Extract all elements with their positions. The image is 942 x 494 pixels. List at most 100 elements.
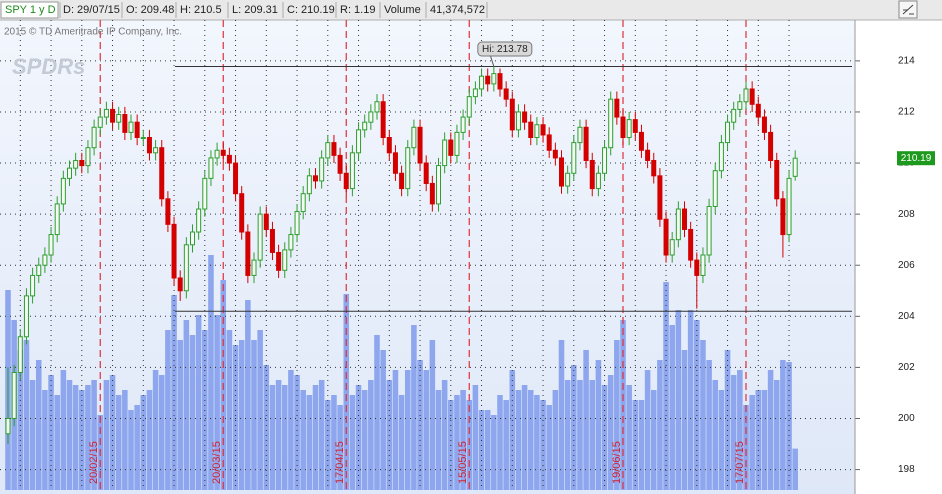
volume-bar [109, 375, 116, 490]
volume-bar [331, 395, 337, 490]
last-price-label: 210.19 [901, 153, 932, 164]
volume-bar [737, 370, 743, 490]
candle-body [712, 170, 718, 207]
volume-bar [564, 380, 571, 490]
candle-body [208, 157, 214, 179]
symbol: SPY 1 y D [5, 4, 56, 16]
volume-bar [42, 390, 48, 490]
candle-body [288, 234, 294, 251]
candle-body [595, 172, 601, 190]
volume-bar [392, 370, 399, 490]
volume-bar [368, 380, 374, 490]
candle-body [374, 101, 380, 113]
volume-bar [337, 405, 343, 490]
header-volume: 41,374,572 [430, 4, 485, 16]
header-high: H: 210.5 [180, 4, 222, 16]
volume-bar [527, 390, 534, 490]
candle-body [675, 208, 681, 241]
candle-body [67, 167, 72, 179]
volume-bar [171, 295, 177, 490]
candle-body [583, 126, 589, 161]
candle-body [392, 152, 398, 174]
volume-bar [294, 375, 300, 490]
candle-body [479, 75, 485, 90]
volume-bar [398, 395, 405, 490]
volume-bar [773, 380, 780, 490]
candle-body [731, 108, 737, 123]
volume-bar [657, 360, 663, 490]
candle-body [737, 101, 743, 110]
candle-body [669, 239, 675, 256]
candle-body [91, 126, 97, 149]
x-tick-label: 17/07/15 [734, 441, 746, 484]
high-label-box [477, 41, 533, 57]
volume-bar [60, 370, 67, 490]
candle-body [214, 149, 220, 159]
candle-body [233, 162, 239, 195]
header-bar [0, 0, 942, 20]
candle-body [54, 203, 60, 236]
candle-body [122, 114, 128, 133]
candle-body [552, 149, 558, 159]
candle-body [546, 134, 552, 151]
volume-bar [72, 385, 79, 490]
candle-body [682, 208, 687, 230]
volume-bar [146, 390, 153, 490]
candle-body [177, 277, 183, 292]
volume-bar [700, 340, 706, 490]
candle-body [97, 116, 103, 128]
volume-bar [497, 395, 503, 490]
volume-bar [644, 370, 651, 490]
candle-body [356, 129, 362, 154]
candle-body [226, 154, 232, 164]
volume-bar [183, 320, 190, 490]
volume-bar [91, 380, 97, 490]
candle-body [522, 111, 528, 123]
candle-body [5, 417, 11, 435]
candle-body [792, 157, 798, 177]
volume-bar [275, 380, 282, 490]
volume-bar [152, 370, 159, 490]
volume-bar [595, 360, 602, 490]
volume-bar [681, 350, 688, 490]
volume-bar [669, 325, 675, 490]
volume-bar [404, 370, 411, 490]
volume-bar [638, 400, 645, 490]
candle-body [60, 177, 66, 205]
header-date: D: 29/07/15 [63, 4, 120, 16]
candle-body [85, 147, 91, 167]
volume-bar [128, 410, 134, 490]
candle-body [405, 147, 411, 190]
candle-body [325, 142, 331, 159]
x-tick-label: 20/03/15 [211, 441, 223, 484]
volume-bar [706, 360, 712, 490]
candle-body [134, 121, 140, 138]
volume-bar [177, 340, 183, 490]
candle-body [509, 98, 515, 131]
volume-bar [300, 390, 306, 490]
volume-bar [571, 365, 577, 490]
candle-body [331, 142, 337, 156]
volume-bar [349, 395, 356, 490]
volume-bar [552, 390, 559, 490]
candle-body [251, 259, 257, 276]
volume-bar [245, 300, 251, 490]
candle-body [429, 182, 435, 205]
candle-body [786, 177, 792, 236]
volume-bar [23, 340, 30, 490]
candle-body [657, 175, 663, 220]
header-low: L: 209.31 [232, 4, 278, 16]
candle-body [140, 137, 146, 139]
volume-bar [491, 415, 497, 490]
candle-body [245, 231, 251, 276]
candle-body [528, 121, 534, 138]
volume-bar [429, 340, 436, 490]
volume-bar [558, 340, 565, 490]
candle-body [534, 124, 540, 139]
y-tick-label: 198 [898, 464, 915, 475]
volume-bar [374, 335, 380, 490]
symbol-box[interactable] [0, 1, 59, 19]
candle-body [128, 121, 134, 133]
candle-body [153, 147, 159, 154]
volume-bar [521, 385, 528, 490]
